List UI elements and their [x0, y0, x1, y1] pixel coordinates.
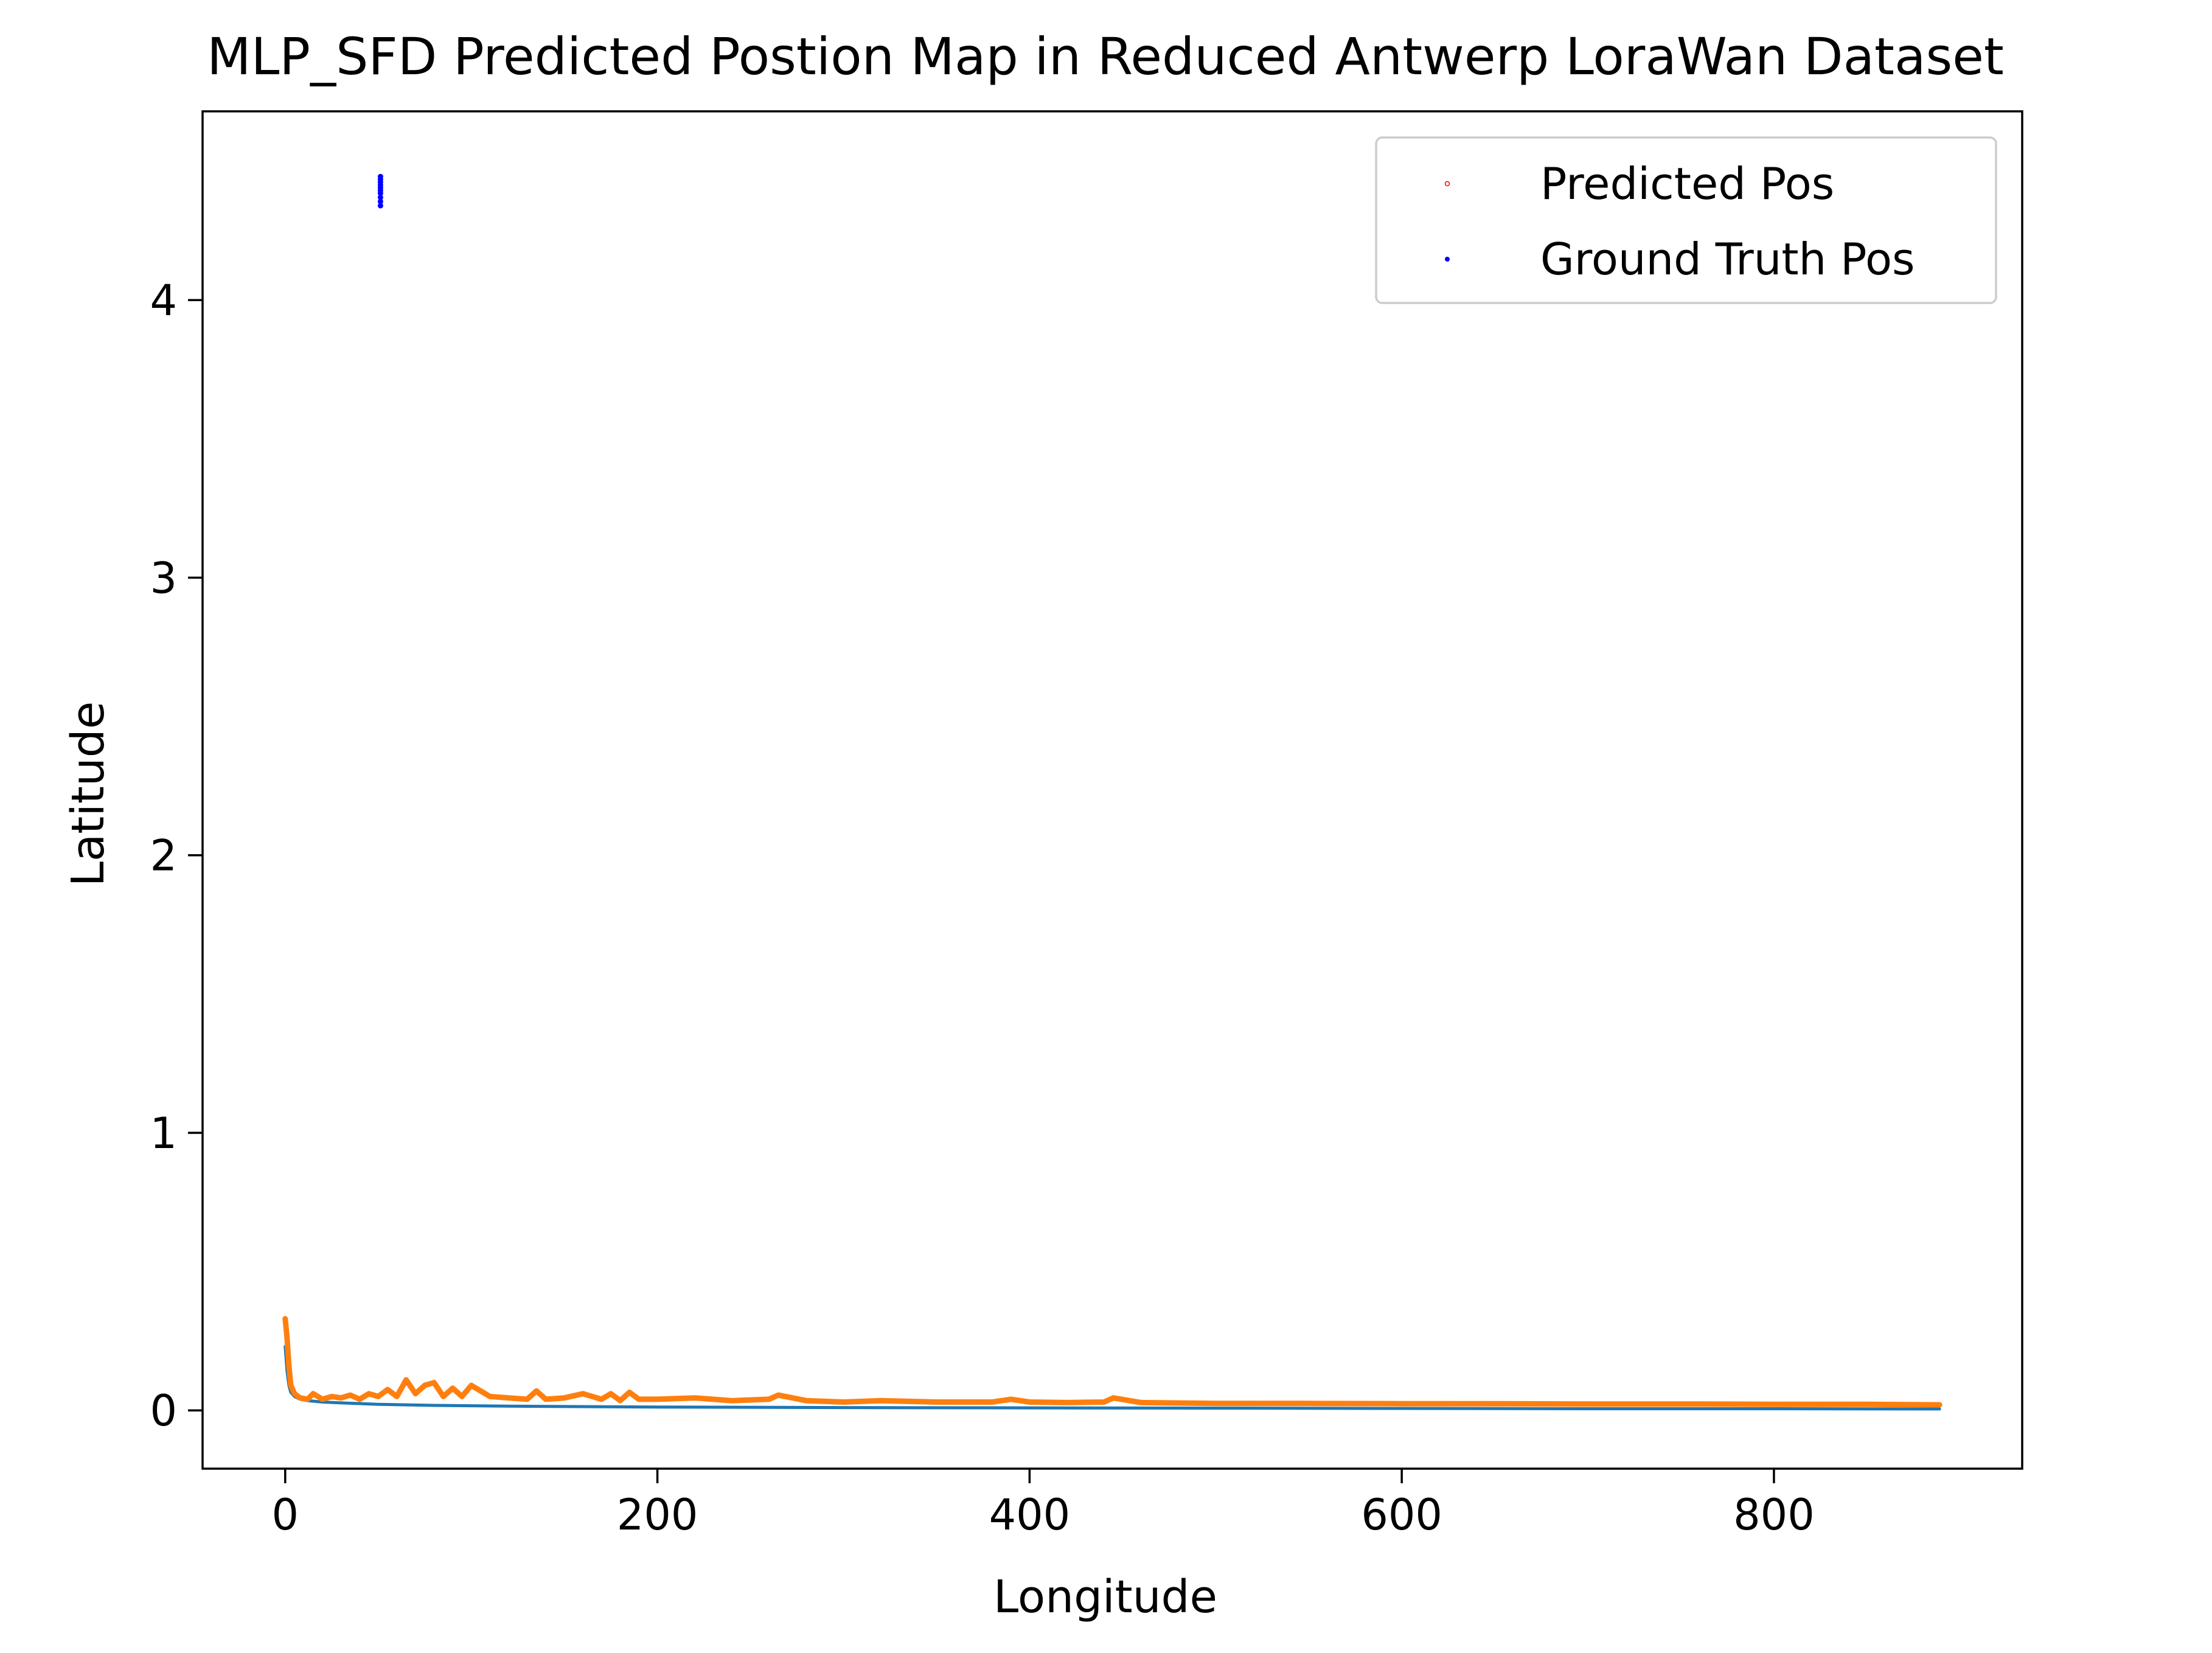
y-tick-label: 3 [150, 553, 177, 603]
x-axis-label: Longitude [993, 1571, 1217, 1623]
ground-truth-point [377, 173, 383, 179]
legend-marker-ground-truth-pos [1445, 257, 1450, 262]
legend: Predicted Pos Ground Truth Pos [1375, 136, 1997, 304]
y-tick-label: 1 [150, 1108, 177, 1158]
y-tick-label: 2 [150, 831, 177, 881]
legend-box [1375, 136, 1997, 304]
y-tick-label: 4 [150, 276, 177, 325]
chart-title: MLP_SFD Predicted Postion Map in Reduced… [207, 27, 2004, 86]
series-line-2 [282, 1316, 1942, 1408]
x-tick-label: 400 [989, 1490, 1071, 1540]
ground-truth-point [377, 198, 383, 204]
axes: 0 200 400 600 800 0 1 2 3 4 [150, 110, 2023, 1540]
y-axis-label: Latitude [62, 701, 114, 887]
x-tick-label: 800 [1733, 1490, 1815, 1540]
ground-truth-point [377, 194, 383, 200]
x-tick-label: 200 [617, 1490, 698, 1540]
legend-label-predicted-pos: Predicted Pos [1540, 158, 1834, 209]
y-tick-label: 0 [150, 1386, 177, 1436]
plot-area [282, 173, 1942, 1411]
legend-marker-predicted-pos [1444, 181, 1450, 187]
plot-frame [201, 110, 2023, 1470]
x-tick-label: 600 [1361, 1490, 1442, 1540]
x-tick-label: 0 [272, 1490, 299, 1540]
legend-label-ground-truth-pos: Ground Truth Pos [1540, 234, 1915, 285]
ground-truth-point [377, 203, 383, 209]
